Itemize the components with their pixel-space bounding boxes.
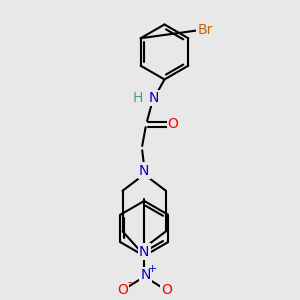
Text: -: -: [128, 276, 132, 289]
Text: N: N: [148, 91, 159, 105]
Text: N: N: [139, 164, 149, 178]
Text: O: O: [168, 117, 178, 131]
Text: N: N: [140, 268, 151, 282]
Text: +: +: [148, 264, 157, 274]
Text: Br: Br: [197, 23, 213, 37]
Text: O: O: [117, 283, 128, 297]
Text: N: N: [139, 244, 149, 259]
Text: H: H: [132, 91, 143, 105]
Text: O: O: [161, 283, 172, 297]
